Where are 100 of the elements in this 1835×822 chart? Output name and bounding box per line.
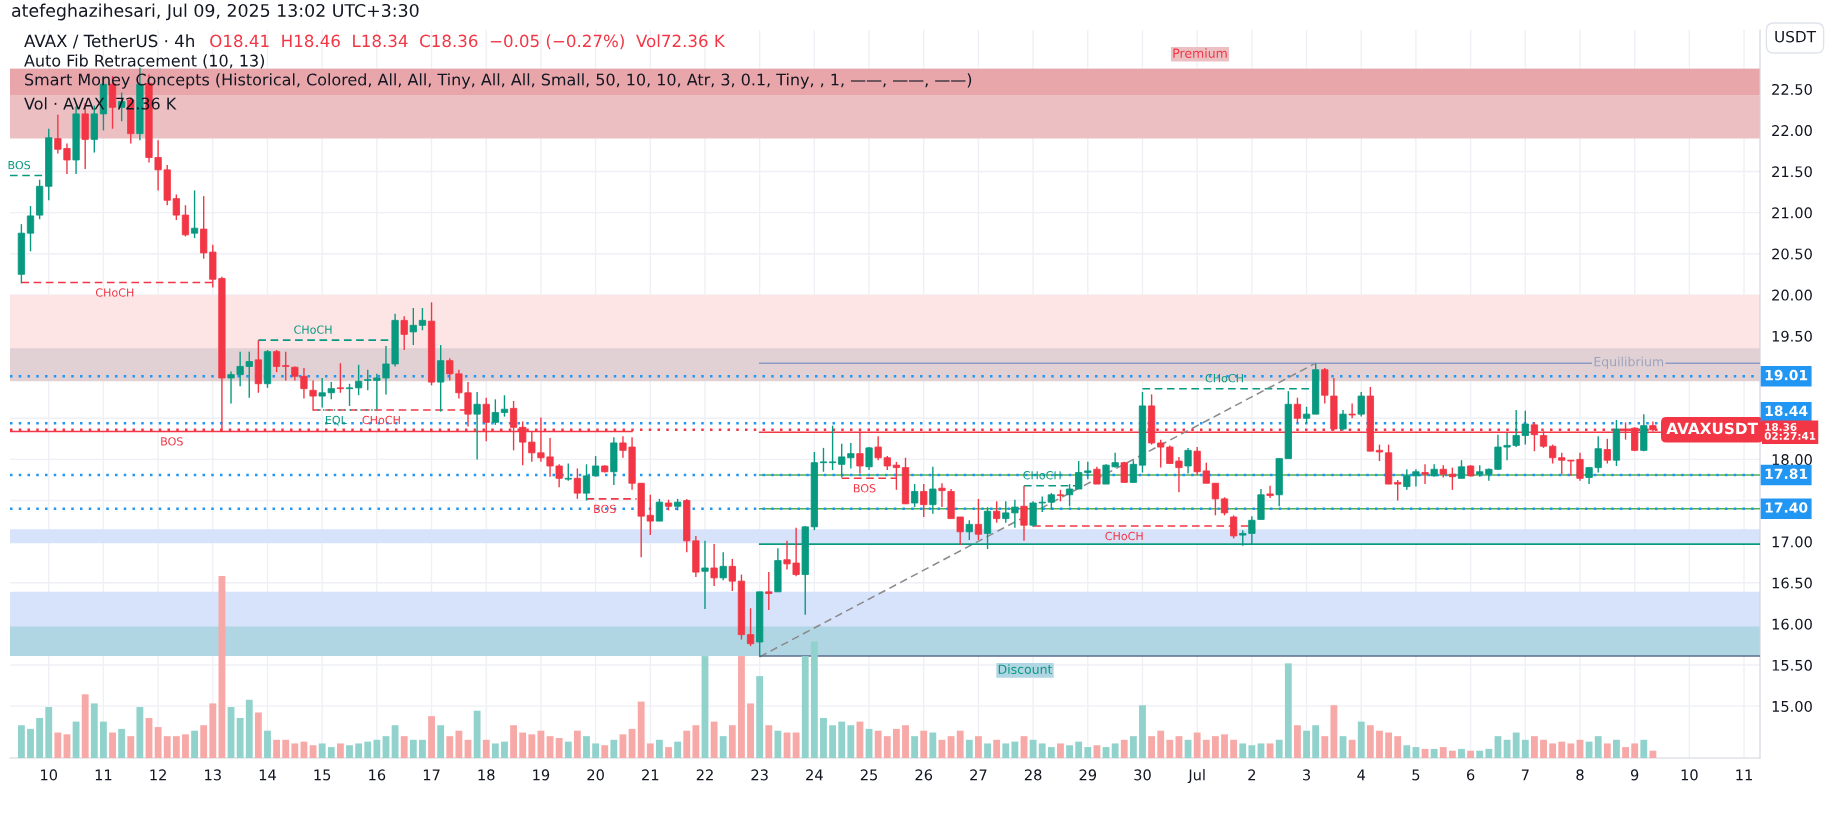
bar	[81, 694, 89, 758]
bar	[1211, 736, 1219, 758]
bar	[109, 732, 116, 758]
bar	[1476, 750, 1484, 758]
bar	[254, 712, 262, 758]
bar	[1275, 739, 1283, 758]
candlestick	[920, 483, 928, 518]
bar	[719, 736, 727, 758]
bar	[45, 707, 53, 758]
annotation: O18.41 H18.46 L18.34 C18.36 −0.05 (−0.27%) Vol72.36 K	[210, 34, 726, 50]
candlestick	[582, 463, 591, 502]
bar	[282, 739, 290, 758]
bar	[1038, 743, 1046, 758]
x-tick-label: 5	[1412, 769, 1420, 781]
x-tick-label: 19	[533, 769, 550, 781]
bar	[1403, 745, 1411, 758]
bar	[127, 736, 135, 758]
x-tick-label: 11	[95, 769, 112, 781]
bar	[118, 728, 126, 758]
bar	[482, 739, 490, 758]
text: atefeghazihesari, Jul 09, 2025 13:02 UTC+3:30	[12, 3, 419, 21]
bar	[555, 737, 563, 758]
bar	[646, 743, 654, 758]
x-tick-label: 21	[642, 769, 659, 781]
y-tick-label: 17.00	[1772, 536, 1812, 548]
bar	[172, 736, 180, 758]
bar	[656, 739, 663, 758]
bar	[1057, 743, 1064, 758]
x-tick-label: 27	[970, 769, 987, 781]
bar	[1376, 730, 1383, 758]
candlestick	[1357, 391, 1365, 418]
candlestick	[865, 446, 873, 471]
bar	[373, 739, 381, 758]
bar	[902, 725, 909, 758]
bar	[728, 725, 736, 758]
bar	[1120, 739, 1128, 758]
bar	[1111, 743, 1119, 758]
bar	[218, 576, 226, 758]
candlestick	[911, 483, 919, 508]
ref-line-label: 17.81	[1765, 468, 1808, 480]
candlestick	[437, 344, 445, 413]
candlestick	[400, 315, 408, 351]
bar	[391, 725, 399, 758]
bar	[36, 717, 44, 758]
bar	[273, 739, 281, 758]
candlestick	[1348, 402, 1356, 419]
bar	[209, 703, 217, 758]
bar	[1649, 750, 1657, 758]
candlestick	[701, 540, 709, 610]
candlestick	[409, 307, 417, 346]
candlestick	[1339, 409, 1347, 432]
bar	[838, 721, 846, 758]
y-axis-title: USDT	[1775, 30, 1817, 43]
candlestick	[938, 482, 946, 508]
bar	[1129, 736, 1137, 758]
bar	[1467, 750, 1475, 758]
bar	[883, 736, 891, 758]
x-tick-label: 20	[587, 769, 604, 781]
bar	[747, 703, 754, 758]
bar	[592, 743, 600, 758]
candlestick	[336, 362, 345, 394]
bar	[309, 745, 317, 758]
bar	[419, 739, 426, 758]
bar	[1439, 747, 1447, 758]
bar	[1011, 741, 1019, 758]
candlestick	[1421, 463, 1429, 485]
candlestick	[655, 498, 664, 522]
bar	[291, 743, 299, 758]
x-tick-label: 7	[1521, 769, 1529, 781]
bar	[756, 676, 764, 758]
annotation: CHoCH	[294, 325, 332, 334]
x-tick-label: 26	[915, 769, 933, 781]
bar	[355, 743, 363, 758]
bar	[674, 741, 682, 758]
bar	[491, 743, 499, 758]
y-tick-label: 16.50	[1772, 577, 1812, 589]
candlestick	[573, 467, 581, 500]
y-tick-label: 19.50	[1772, 330, 1812, 342]
bar	[765, 725, 773, 758]
candlestick	[418, 307, 427, 331]
annotation: BOS	[853, 484, 876, 493]
candlestick	[1020, 485, 1028, 542]
bar	[510, 725, 517, 758]
candlestick	[1211, 482, 1220, 517]
bar	[993, 739, 1001, 758]
bar	[1640, 739, 1648, 758]
x-tick-label: 29	[1079, 769, 1097, 781]
bar	[1366, 725, 1374, 758]
x-tick-label: 23	[751, 769, 768, 781]
bar	[1531, 736, 1538, 758]
bar	[1139, 705, 1146, 758]
band-label: Premium	[1173, 48, 1227, 58]
bar	[1430, 748, 1438, 758]
bar	[327, 747, 335, 758]
bar	[1284, 663, 1292, 758]
bar	[1294, 725, 1301, 758]
bar	[409, 739, 417, 758]
x-tick-label: 11	[1736, 769, 1752, 781]
bar	[1603, 743, 1611, 758]
candlestick	[500, 394, 509, 418]
